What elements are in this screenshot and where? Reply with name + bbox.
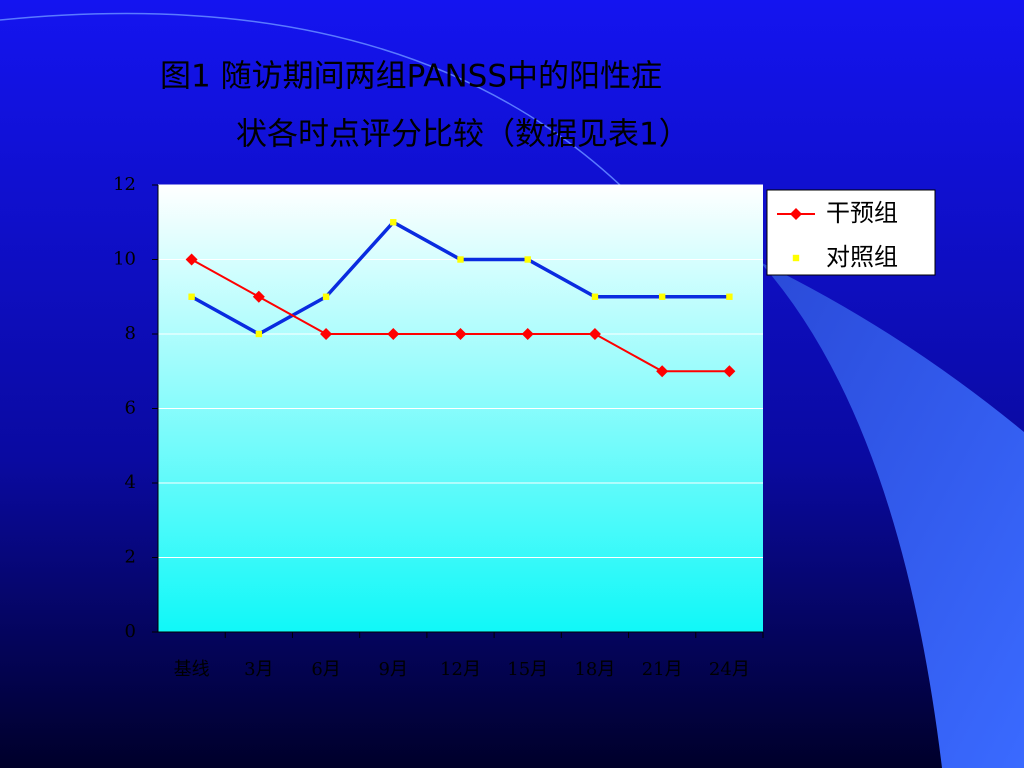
point	[322, 293, 330, 300]
point	[387, 328, 400, 340]
point	[252, 290, 265, 303]
x-tick-label: 24月	[709, 659, 750, 680]
x-tick-label: 6月	[311, 659, 340, 680]
point	[185, 253, 198, 266]
point	[188, 293, 195, 300]
title-line: 图1 随访期间两组PANSS中的阳性症	[160, 59, 662, 95]
y-tick-label: 4	[125, 472, 136, 493]
legend-label: 干预组	[826, 199, 898, 227]
point	[255, 330, 263, 338]
x-tick-label: 15月	[507, 659, 548, 680]
legend-marker	[792, 254, 800, 262]
y-tick-label: 2	[125, 547, 136, 568]
x-tick-label: 18月	[574, 659, 615, 680]
point	[454, 328, 467, 340]
point	[588, 328, 601, 340]
y-tick-label: 12	[113, 174, 136, 195]
point	[656, 365, 669, 378]
point	[726, 293, 733, 300]
decor-curve	[0, 12, 621, 186]
point	[390, 219, 397, 226]
decor-shape	[760, 262, 1024, 768]
point	[457, 256, 464, 263]
title-line: 状各时点评分比较（数据见表1）	[236, 117, 690, 153]
x-tick-label: 基线	[174, 659, 210, 680]
x-tick-label: 12月	[440, 659, 481, 680]
x-tick-label: 21月	[642, 659, 683, 680]
legend-label: 对照组	[826, 243, 898, 271]
legend-marker	[790, 208, 802, 220]
x-tick-label: 3月	[244, 659, 273, 680]
point	[723, 365, 736, 378]
y-tick-label: 6	[125, 398, 136, 419]
y-tick-label: 8	[125, 323, 136, 344]
point	[524, 256, 531, 263]
x-tick-label: 9月	[379, 659, 408, 680]
point	[320, 328, 333, 340]
y-tick-label: 10	[113, 249, 136, 270]
y-tick-label: 0	[125, 621, 136, 642]
point	[658, 293, 666, 300]
point	[591, 293, 599, 300]
point	[521, 328, 534, 340]
